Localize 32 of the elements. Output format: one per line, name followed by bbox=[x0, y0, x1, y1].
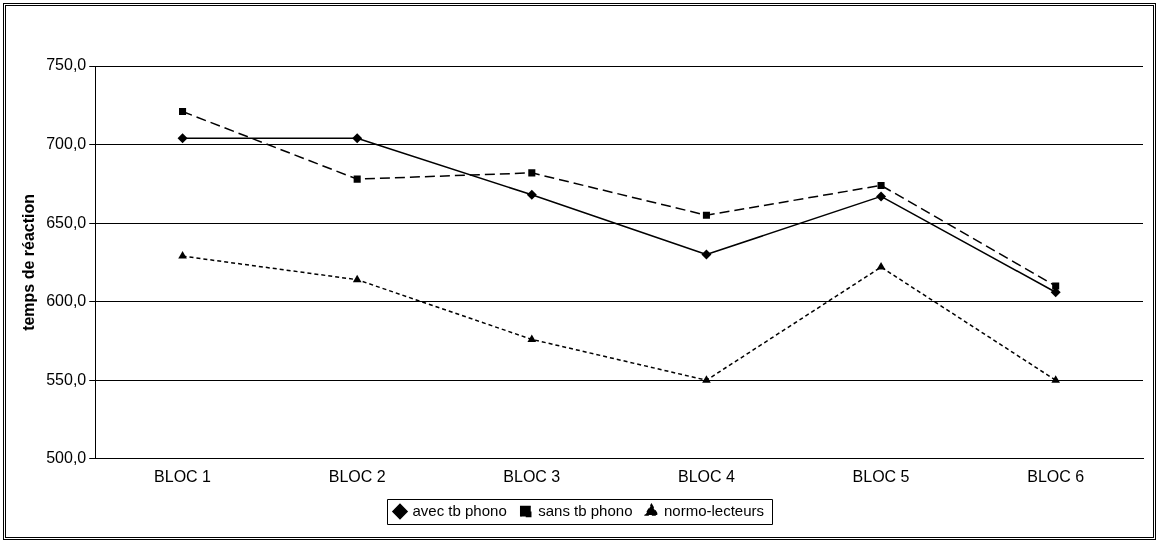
x-tick-label: BLOC 4 bbox=[677, 467, 735, 485]
x-tick-label: BLOC 6 bbox=[1027, 467, 1085, 485]
legend-label: normo-lecteurs bbox=[663, 501, 765, 519]
y-tick-label: 700,0 bbox=[46, 134, 87, 152]
legend-label: avec tb phono bbox=[412, 501, 507, 519]
point bbox=[1051, 375, 1061, 383]
point bbox=[352, 133, 363, 144]
y-tick-label: 550,0 bbox=[46, 370, 87, 388]
point bbox=[526, 189, 537, 200]
y-tick-label: 750,0 bbox=[46, 56, 87, 74]
point bbox=[177, 133, 188, 144]
point bbox=[179, 108, 187, 116]
point bbox=[702, 211, 710, 219]
x-tick-label: BLOC 5 bbox=[852, 467, 910, 485]
y-axis-title: temps de réaction bbox=[20, 193, 38, 331]
point bbox=[701, 249, 712, 260]
point bbox=[527, 334, 537, 342]
point bbox=[353, 175, 361, 183]
point bbox=[876, 262, 886, 270]
point bbox=[876, 191, 887, 202]
y-tick-label: 500,0 bbox=[46, 449, 87, 467]
x-tick-label: BLOC 1 bbox=[154, 467, 212, 485]
point bbox=[702, 375, 711, 383]
y-tick-label: 650,0 bbox=[46, 213, 87, 231]
point bbox=[352, 274, 362, 283]
point bbox=[528, 169, 536, 177]
y-tick-label: 600,0 bbox=[46, 292, 87, 310]
point bbox=[877, 181, 885, 189]
x-tick-label: BLOC 3 bbox=[503, 467, 561, 485]
point bbox=[178, 251, 187, 259]
x-tick-label: BLOC 2 bbox=[328, 467, 386, 485]
legend-label: sans tb phono bbox=[538, 501, 633, 519]
